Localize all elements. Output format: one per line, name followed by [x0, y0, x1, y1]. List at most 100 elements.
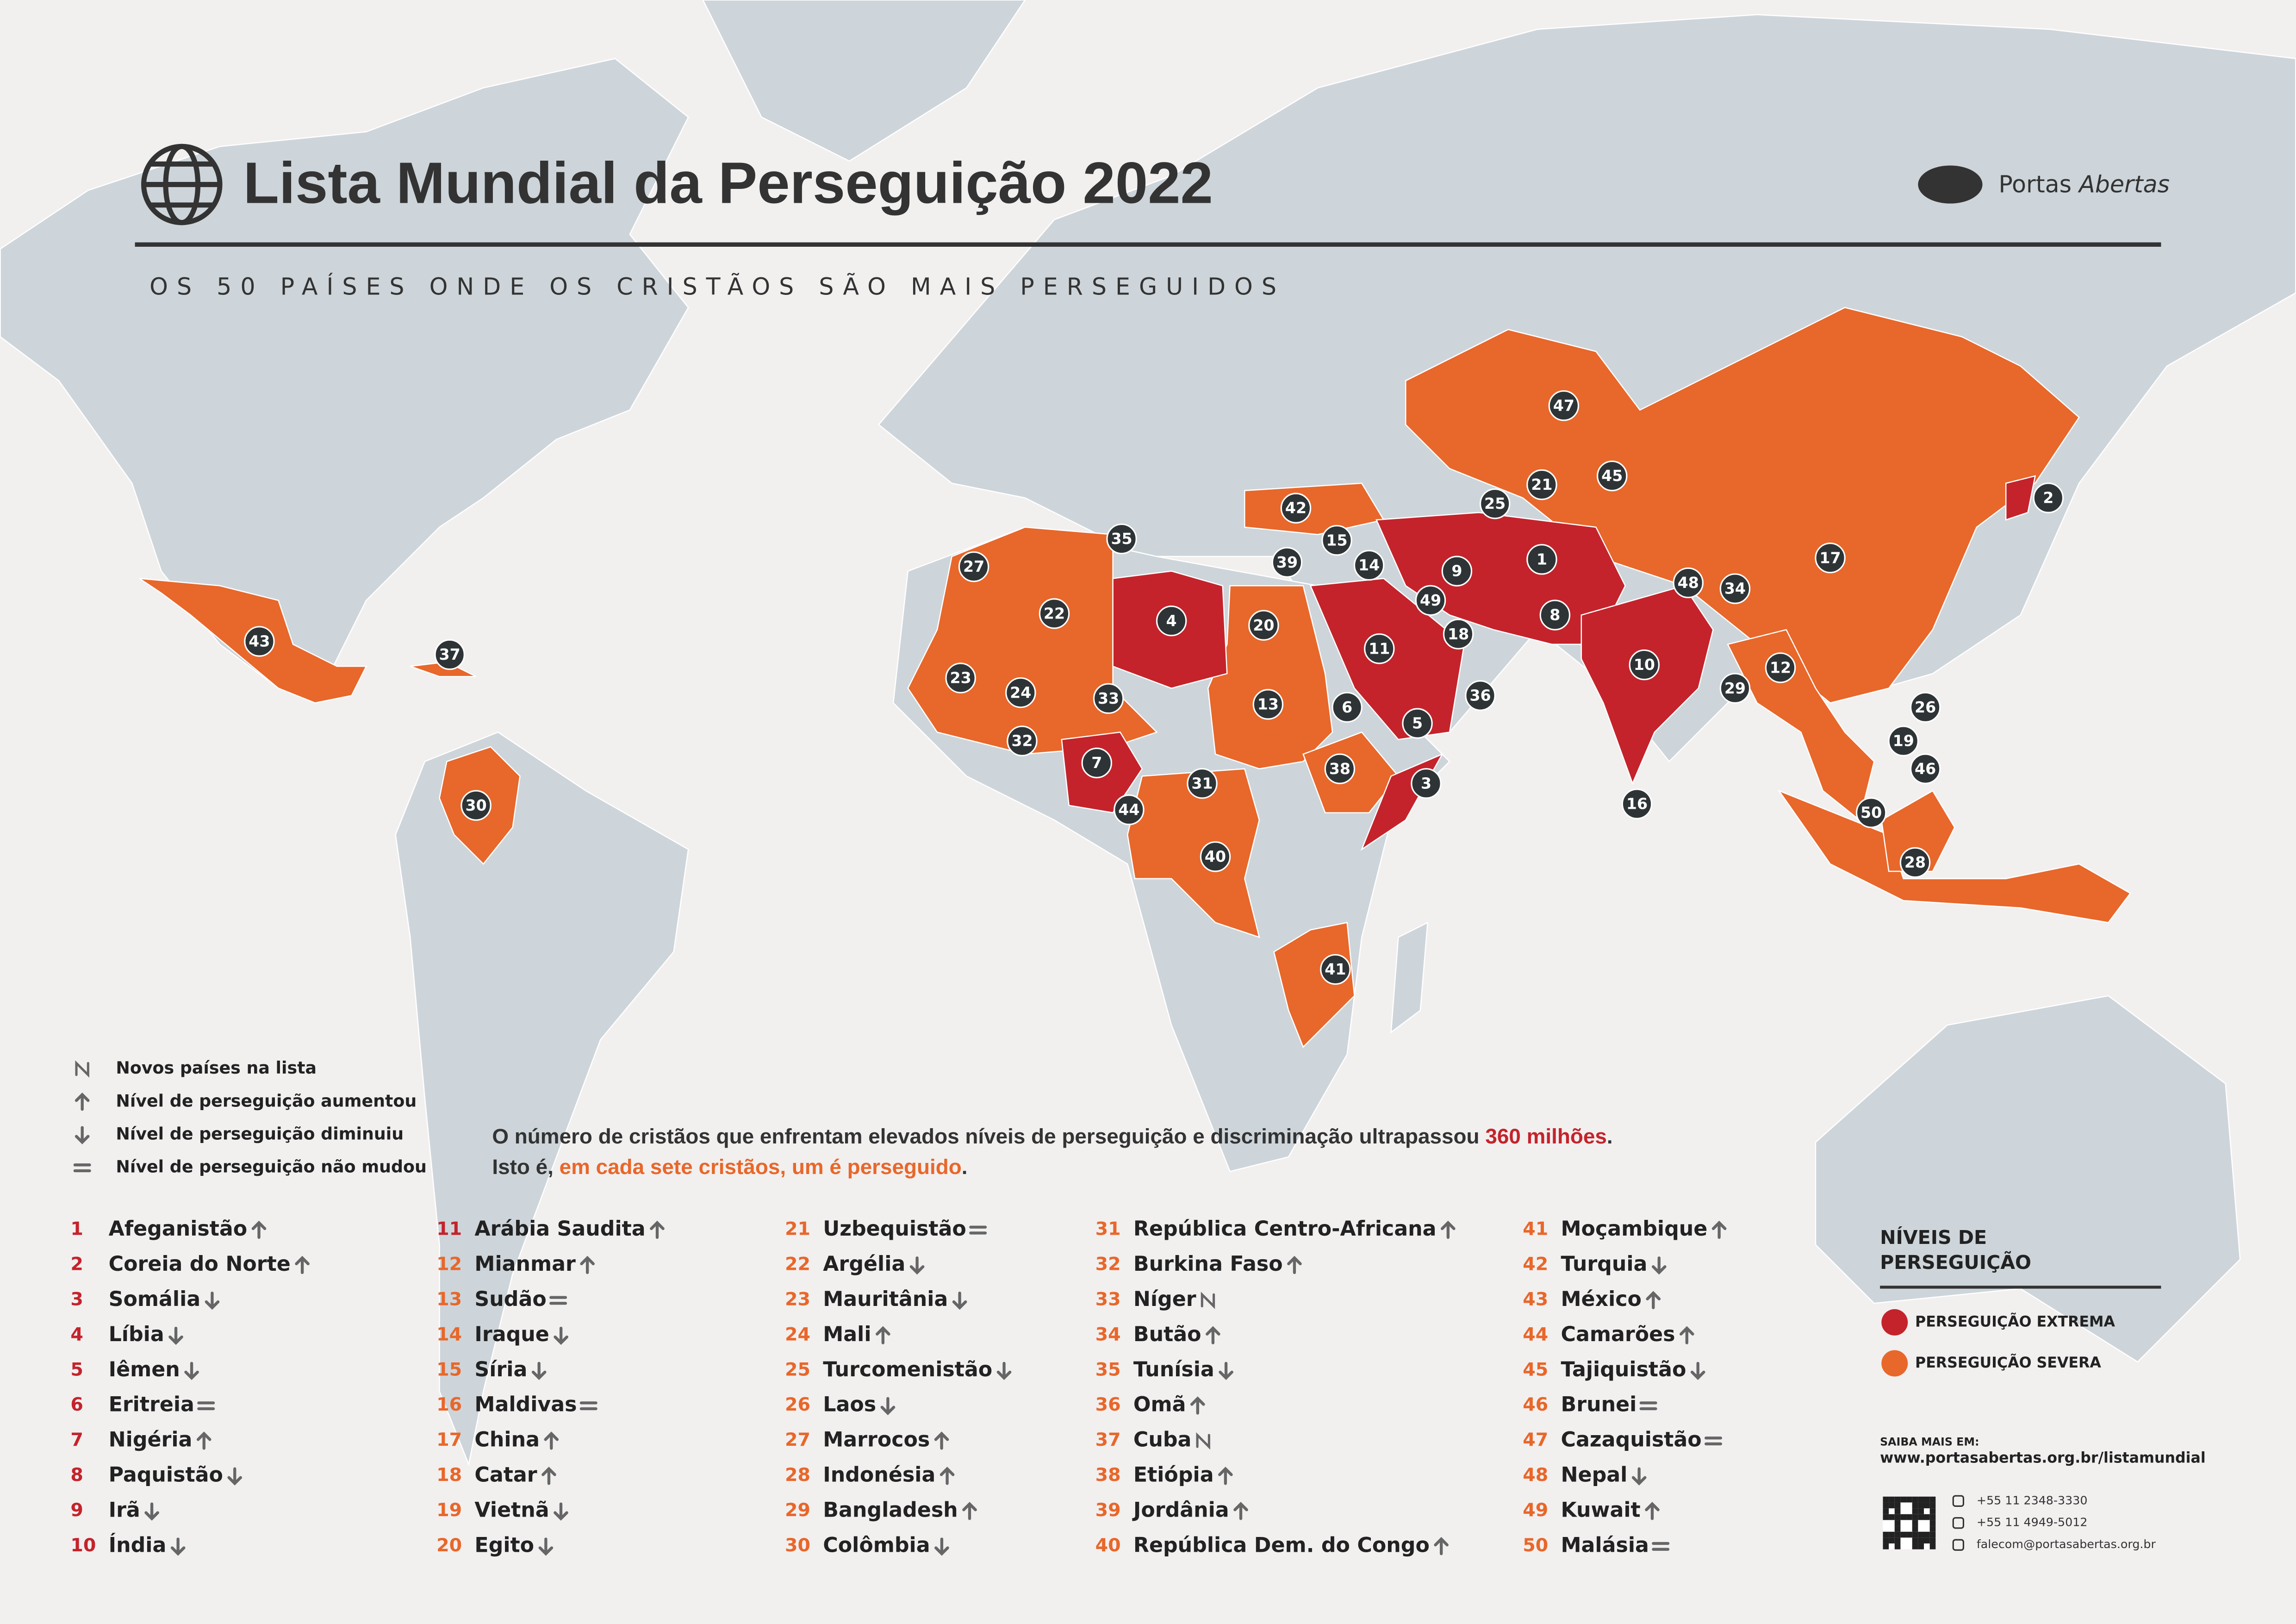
qr-cell	[1912, 1502, 1918, 1509]
marker-label: 4	[1166, 612, 1177, 630]
map-marker: 33	[1093, 683, 1124, 714]
marker-circle	[1402, 708, 1433, 739]
arrow-head	[952, 1300, 967, 1310]
trend-legend-label: Nível de perseguição diminuiu	[116, 1124, 404, 1143]
trend-icon-down	[1690, 1362, 1705, 1380]
marker-label: 46	[1915, 760, 1936, 778]
marker-circle	[1415, 585, 1446, 616]
country-rank: 35	[1095, 1359, 1121, 1380]
australia	[1815, 995, 2241, 1363]
marker-label: 48	[1678, 574, 1699, 592]
qr-cell	[1889, 1531, 1895, 1538]
map-marker: 22	[1039, 598, 1070, 629]
qr-cell	[1900, 1496, 1907, 1503]
marker-label: 40	[1205, 848, 1226, 866]
map-marker: 5	[1402, 708, 1433, 739]
country-name: Maldivas	[474, 1393, 577, 1417]
qr-cell	[1929, 1496, 1936, 1503]
marker-label: 25	[1484, 494, 1506, 512]
arrow-head	[1441, 1220, 1456, 1230]
trend-icon-new	[75, 1060, 89, 1078]
marker-circle	[1629, 649, 1660, 681]
marker-circle	[1007, 725, 1038, 756]
marker-label: 14	[1358, 556, 1380, 574]
arrow-head	[1219, 1370, 1233, 1380]
trend-icon-new	[1196, 1432, 1210, 1450]
qr-cell	[1883, 1537, 1889, 1544]
marker-label: 45	[1601, 467, 1623, 485]
trend-icon-up	[940, 1467, 955, 1485]
country-rank: 25	[785, 1359, 810, 1380]
country-name: Afeganistão	[109, 1217, 248, 1241]
marker-circle	[1039, 598, 1070, 629]
marker-label: 12	[1770, 659, 1791, 677]
arrow-head	[909, 1265, 925, 1275]
country-rank: 44	[1523, 1324, 1548, 1345]
arrow-head	[554, 1335, 568, 1345]
qr-cell	[1894, 1520, 1901, 1526]
map-marker: 10	[1629, 649, 1660, 681]
contact-phone2: +55 11 4949-5012	[1977, 1516, 2088, 1529]
country-rank: 5	[70, 1359, 83, 1380]
levels-title: PERSEGUIÇÃO	[1880, 1251, 2031, 1274]
country-name: Somália	[109, 1287, 201, 1311]
map-marker: 32	[1007, 725, 1038, 756]
trend-icon-up	[934, 1431, 949, 1450]
country-name: Irã	[109, 1498, 140, 1522]
qr-cell	[1894, 1543, 1901, 1549]
country-name: Turcomenistão	[823, 1358, 992, 1381]
qr-cell	[1924, 1531, 1930, 1538]
arrow-head	[168, 1335, 183, 1345]
trend-icon-down	[880, 1397, 896, 1415]
country-name: Nigéria	[109, 1428, 193, 1452]
arrow-head	[996, 1370, 1012, 1380]
map-marker: 42	[1280, 493, 1312, 524]
arrow-head	[144, 1511, 159, 1521]
qr-cell	[1883, 1496, 1889, 1503]
country-name: República Centro-Africana	[1133, 1217, 1437, 1241]
country-rank: 18	[436, 1464, 462, 1486]
trend-icon-up	[251, 1220, 267, 1239]
map-marker: 17	[1815, 542, 1846, 574]
trend-icon-down	[170, 1537, 186, 1556]
trend-icon-down	[227, 1467, 243, 1486]
trend-icon-down	[75, 1126, 90, 1144]
country-rank: 22	[785, 1254, 810, 1275]
country-name: Turquia	[1561, 1252, 1648, 1276]
qr-cell	[1894, 1508, 1901, 1514]
country-name: Nepal	[1561, 1463, 1628, 1487]
qr-cell	[1912, 1543, 1918, 1549]
brand-logo	[1918, 165, 1983, 204]
statement-part: .	[962, 1155, 968, 1179]
qr-cell	[1889, 1496, 1895, 1503]
trend-legend-label: Nível de perseguição não mudou	[116, 1157, 426, 1177]
contact-heading: SAIBA MAIS EM:	[1880, 1435, 1979, 1448]
country-rank: 27	[785, 1429, 810, 1450]
country-name: China	[474, 1428, 540, 1452]
trend-icon-up	[1287, 1255, 1302, 1274]
map-marker: 45	[1597, 460, 1628, 492]
country-rank: 7	[70, 1429, 83, 1450]
map-marker: 27	[958, 551, 989, 582]
trend-icon-up	[1711, 1220, 1727, 1239]
country-name: Laos	[823, 1393, 876, 1417]
statement-part: 360 milhões	[1485, 1124, 1607, 1148]
marker-label: 18	[1448, 625, 1469, 643]
trend-icon-up	[962, 1502, 977, 1520]
map-marker: 15	[1321, 525, 1352, 556]
level-label: PERSEGUIÇÃO SEVERA	[1915, 1354, 2101, 1371]
marker-label: 50	[1860, 804, 1882, 822]
qr-cell	[1889, 1514, 1895, 1520]
contact-icon	[1952, 1495, 1964, 1507]
arrow-head	[880, 1405, 896, 1415]
marker-circle	[1081, 747, 1113, 779]
marker-circle	[1719, 573, 1751, 604]
marker-label: 23	[950, 669, 971, 687]
marker-circle	[1479, 488, 1511, 519]
marker-circle	[1252, 689, 1284, 720]
trend-icon-up	[876, 1326, 890, 1344]
trend-icon-down	[952, 1291, 967, 1310]
marker-label: 49	[1420, 591, 1441, 609]
country-rank: 32	[1095, 1254, 1121, 1275]
map-marker: 13	[1252, 689, 1284, 720]
